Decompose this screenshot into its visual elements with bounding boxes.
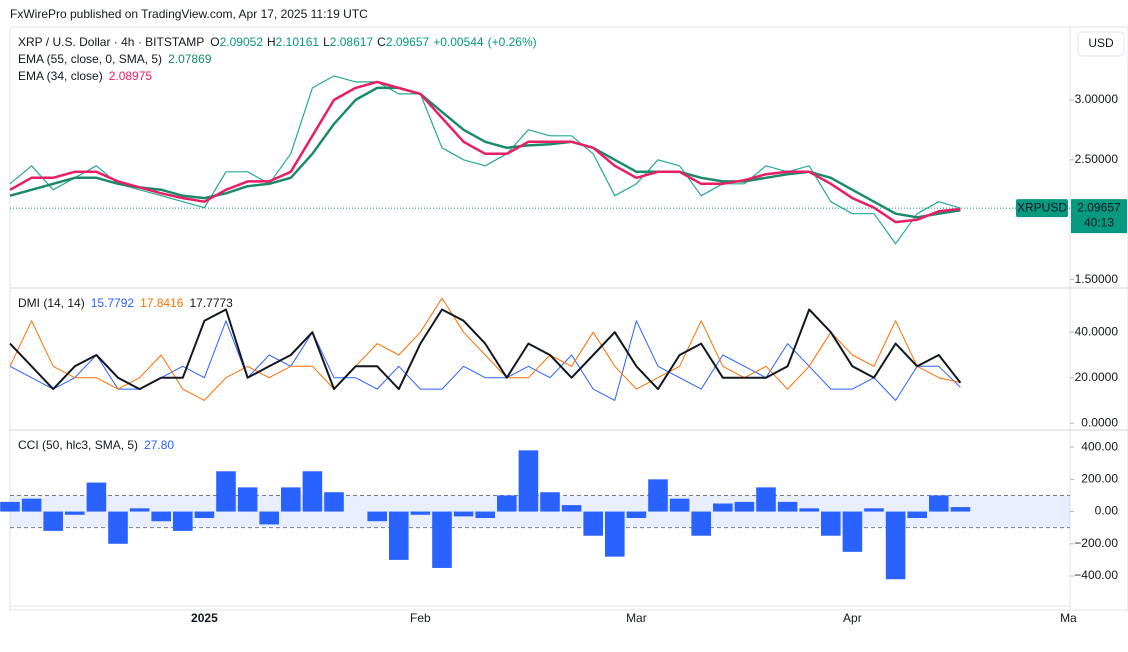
cci-bar — [86, 482, 107, 512]
series-line — [9, 308, 962, 391]
price-tag: 2.09657 — [1077, 200, 1121, 214]
cci-bar — [0, 501, 20, 512]
cci-bar — [21, 498, 42, 512]
series-line — [9, 320, 961, 401]
currency-label[interactable]: USD — [1088, 36, 1114, 50]
cci-bar — [367, 511, 387, 522]
cci-bar — [237, 487, 258, 512]
cci-bar — [389, 511, 409, 560]
cci-bar — [259, 511, 279, 525]
y-tick-label: −200.00 — [1074, 536, 1118, 550]
y-tick-label: 3.00000 — [1075, 92, 1119, 106]
cci-bar — [475, 511, 495, 518]
cci-bar — [151, 511, 171, 522]
currency-button[interactable] — [1077, 31, 1125, 57]
cci-bar — [561, 505, 582, 512]
symbol-legend: XRP / U.S. Dollar · 4h · BITSTAMP O2.0905… — [18, 35, 537, 49]
cci-bar — [216, 471, 236, 512]
cci-legend: CCI (50, hlc3, SMA, 5) 27.80 — [18, 438, 174, 452]
x-tick-label: Ma — [1060, 611, 1077, 625]
cci-bar — [929, 495, 949, 512]
cci-bar — [734, 501, 755, 512]
cci-bar — [626, 511, 647, 518]
series-line — [9, 297, 961, 401]
cci-bar — [691, 511, 711, 536]
cci-bar — [907, 511, 927, 518]
publisher-header: FxWirePro published on TradingView.com, … — [10, 7, 368, 21]
y-tick-label: 2.50000 — [1075, 152, 1119, 166]
cci-bar — [432, 511, 452, 568]
y-tick-label: 40.0000 — [1075, 324, 1119, 338]
y-tick-label: 20.0000 — [1075, 370, 1119, 384]
cci-bar — [713, 503, 733, 512]
cci-bar — [756, 487, 776, 512]
cci-bar — [129, 508, 150, 512]
cci-bar — [410, 511, 431, 515]
cci-bar — [864, 508, 884, 512]
cci-bar — [950, 507, 971, 512]
ohlc-o: O — [210, 35, 219, 49]
cci-bar — [777, 501, 798, 512]
cci-bar — [108, 511, 128, 544]
cci-bar — [194, 511, 215, 518]
x-tick-label: 2025 — [191, 611, 218, 625]
cci-bar — [648, 479, 668, 512]
cci-bar — [173, 511, 193, 531]
y-tick-label: 400.00 — [1081, 439, 1118, 453]
cci-bar — [885, 511, 906, 580]
cci-bar — [583, 511, 603, 536]
cci-bar — [669, 498, 690, 512]
cci-bar — [842, 511, 863, 552]
cci-bar — [65, 511, 85, 515]
y-tick-label: 0.0000 — [1081, 415, 1118, 429]
cci-bar — [799, 508, 819, 512]
cci-bar — [605, 511, 625, 557]
countdown: 40:13 — [1084, 215, 1114, 229]
cci-bar — [518, 450, 539, 512]
cci-bar — [821, 511, 841, 536]
symbol-tag: XRPUSD — [1017, 200, 1067, 214]
y-tick-label: −400.00 — [1074, 568, 1118, 582]
ema55-legend: EMA (55, close, 0, SMA, 5) 2.07869 — [18, 52, 212, 66]
cci-bar — [281, 487, 301, 512]
cci-bar — [540, 492, 560, 512]
x-tick-label: Apr — [843, 611, 862, 625]
cci-bar — [324, 492, 344, 512]
cci-bar — [497, 495, 517, 512]
symbol-tag-box — [1016, 199, 1068, 218]
cci-bar — [453, 511, 474, 517]
series-line — [9, 75, 961, 245]
y-tick-label: 200.00 — [1081, 472, 1118, 486]
chart-frame — [9, 26, 1128, 611]
x-tick-label: Mar — [626, 611, 647, 625]
cci-bar — [302, 471, 323, 512]
ema34-legend: EMA (34, close) 2.08975 — [18, 69, 152, 83]
series-line — [9, 80, 961, 224]
dmi-legend: DMI (14, 14) 15.7792 17.8416 17.7773 — [18, 296, 233, 310]
x-tick-label: Feb — [410, 611, 431, 625]
y-tick-label: 1.50000 — [1075, 272, 1119, 286]
y-tick-label: 0.00 — [1095, 504, 1119, 518]
cci-bar — [43, 511, 63, 531]
price-tag-box — [1071, 199, 1127, 234]
